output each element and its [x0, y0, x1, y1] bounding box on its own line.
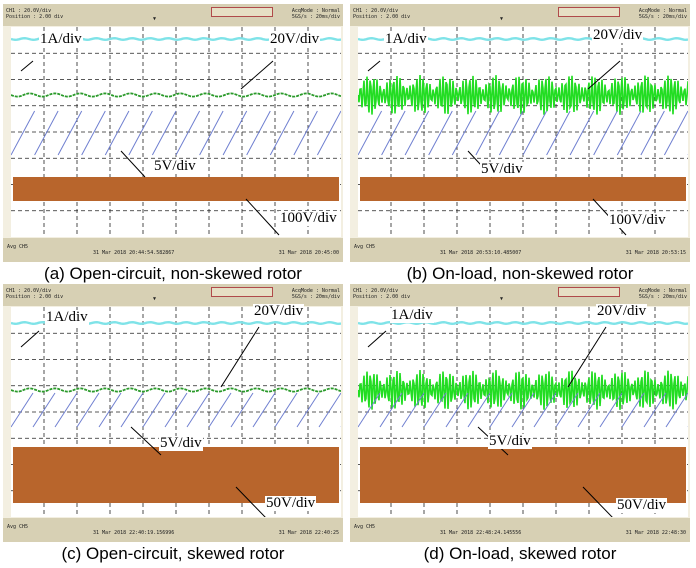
- date: 31 Mar 2018 20:53:15: [626, 250, 686, 256]
- record-bar: [211, 287, 273, 297]
- label-ch3: 5V/div: [480, 162, 524, 177]
- label-ch4: 100V/div: [608, 213, 667, 228]
- leader-line: [568, 327, 606, 387]
- ch4-trace: [360, 447, 686, 503]
- timestamp: 31 Mar 2018 22:48:24.145556: [440, 530, 521, 536]
- header-left-text: CH1 : 20.0V/div Position : 2.00 div: [6, 288, 63, 300]
- scope-header: CH1 : 20.0V/div Position : 2.00 div ▼ Ac…: [350, 4, 690, 26]
- timestamp: 31 Mar 2018 20:44:54.582867: [93, 250, 174, 256]
- label-ch2: 20V/div: [269, 32, 320, 47]
- date: 31 Mar 2018 22:48:30: [626, 530, 686, 536]
- label-ch4: 100V/div: [279, 211, 338, 226]
- trigger-marker-icon: ▼: [500, 296, 503, 302]
- record-bar: [558, 287, 620, 297]
- scope-panel-c: CH1 : 20.0V/div Position : 2.00 div ▼ Ac…: [3, 284, 343, 566]
- record-bar: [558, 7, 620, 17]
- scope-footer: Avg CH5 31 Mar 2018 20:44:54.582867 31 M…: [3, 238, 343, 262]
- ch4-trace: [360, 177, 686, 201]
- date: 31 Mar 2018 22:40:25: [279, 530, 339, 536]
- scope-footer: Avg CH5 31 Mar 2018 20:53:10.485007 31 M…: [350, 238, 690, 262]
- header-right-text: AcqMode : Normal 5GS/s : 20ms/div: [639, 288, 687, 300]
- caption-a: (a) Open-circuit, non-skewed rotor: [3, 264, 343, 284]
- leader-line: [368, 61, 380, 71]
- leader-line: [21, 331, 39, 347]
- caption-b: (b) On-load, non-skewed rotor: [350, 264, 690, 284]
- record-bar: [211, 7, 273, 17]
- header-right-text: AcqMode : Normal 5GS/s : 20ms/div: [292, 8, 340, 20]
- header-left-text: CH1 : 20.0V/div Position : 2.00 div: [353, 288, 410, 300]
- leader-line: [21, 61, 33, 71]
- scope-panel-b: CH1 : 20.0V/div Position : 2.00 div ▼ Ac…: [350, 4, 690, 286]
- label-ch4: 50V/div: [265, 496, 316, 511]
- leader-line: [221, 327, 259, 387]
- header-left-text: CH1 : 20.0V/div Position : 2.00 div: [6, 8, 63, 20]
- date: 31 Mar 2018 20:45:00: [279, 250, 339, 256]
- ch2-trace: [358, 370, 688, 410]
- label-ch1: 1A/div: [384, 32, 428, 47]
- header-left-text: CH1 : 20.0V/div Position : 2.00 div: [353, 8, 410, 20]
- header-right-text: AcqMode : Normal 5GS/s : 20ms/div: [292, 288, 340, 300]
- caption-c: (c) Open-circuit, skewed rotor: [3, 544, 343, 564]
- grid: [11, 27, 341, 237]
- waveform-area: [358, 27, 688, 237]
- scope-footer: Avg CH5 31 Mar 2018 22:40:19.156996 31 M…: [3, 518, 343, 542]
- label-ch2: 20V/div: [253, 304, 304, 319]
- label-ch1: 1A/div: [45, 310, 89, 325]
- scope-header: CH1 : 20.0V/div Position : 2.00 div ▼ Ac…: [3, 4, 343, 26]
- label-ch1: 1A/div: [390, 308, 434, 323]
- label-ch4: 50V/div: [616, 498, 667, 513]
- trigger-marker-icon: ▼: [153, 296, 156, 302]
- scope-footer: Avg CH5 31 Mar 2018 22:48:24.145556 31 M…: [350, 518, 690, 542]
- trigger-marker-icon: ▼: [153, 16, 156, 22]
- label-ch1: 1A/div: [39, 32, 83, 47]
- leader-line: [121, 151, 145, 177]
- scope-panel-d: CH1 : 20.0V/div Position : 2.00 div ▼ Ac…: [350, 284, 690, 566]
- label-ch2: 20V/div: [592, 28, 643, 43]
- label-ch3: 5V/div: [153, 159, 197, 174]
- waveform-area: [11, 307, 341, 517]
- ch2-trace: [358, 75, 688, 115]
- timestamp: 31 Mar 2018 22:40:19.156996: [93, 530, 174, 536]
- caption-d: (d) On-load, skewed rotor: [350, 544, 690, 564]
- waveform-area: [11, 27, 341, 237]
- leader-line: [246, 199, 279, 235]
- header-right-text: AcqMode : Normal 5GS/s : 20ms/div: [639, 8, 687, 20]
- waveform-area: [358, 307, 688, 517]
- leader-line: [368, 331, 386, 347]
- label-ch3: 5V/div: [488, 434, 532, 449]
- grid: [358, 27, 688, 237]
- leader-line: [241, 61, 273, 89]
- timestamp: 31 Mar 2018 20:53:10.485007: [440, 250, 521, 256]
- scope-panel-a: CH1 : 20.0V/div Position : 2.00 div ▼ Ac…: [3, 4, 343, 286]
- label-ch2: 20V/div: [596, 304, 647, 319]
- label-ch3: 5V/div: [159, 436, 203, 451]
- ch4-trace: [13, 177, 339, 201]
- trigger-marker-icon: ▼: [500, 16, 503, 22]
